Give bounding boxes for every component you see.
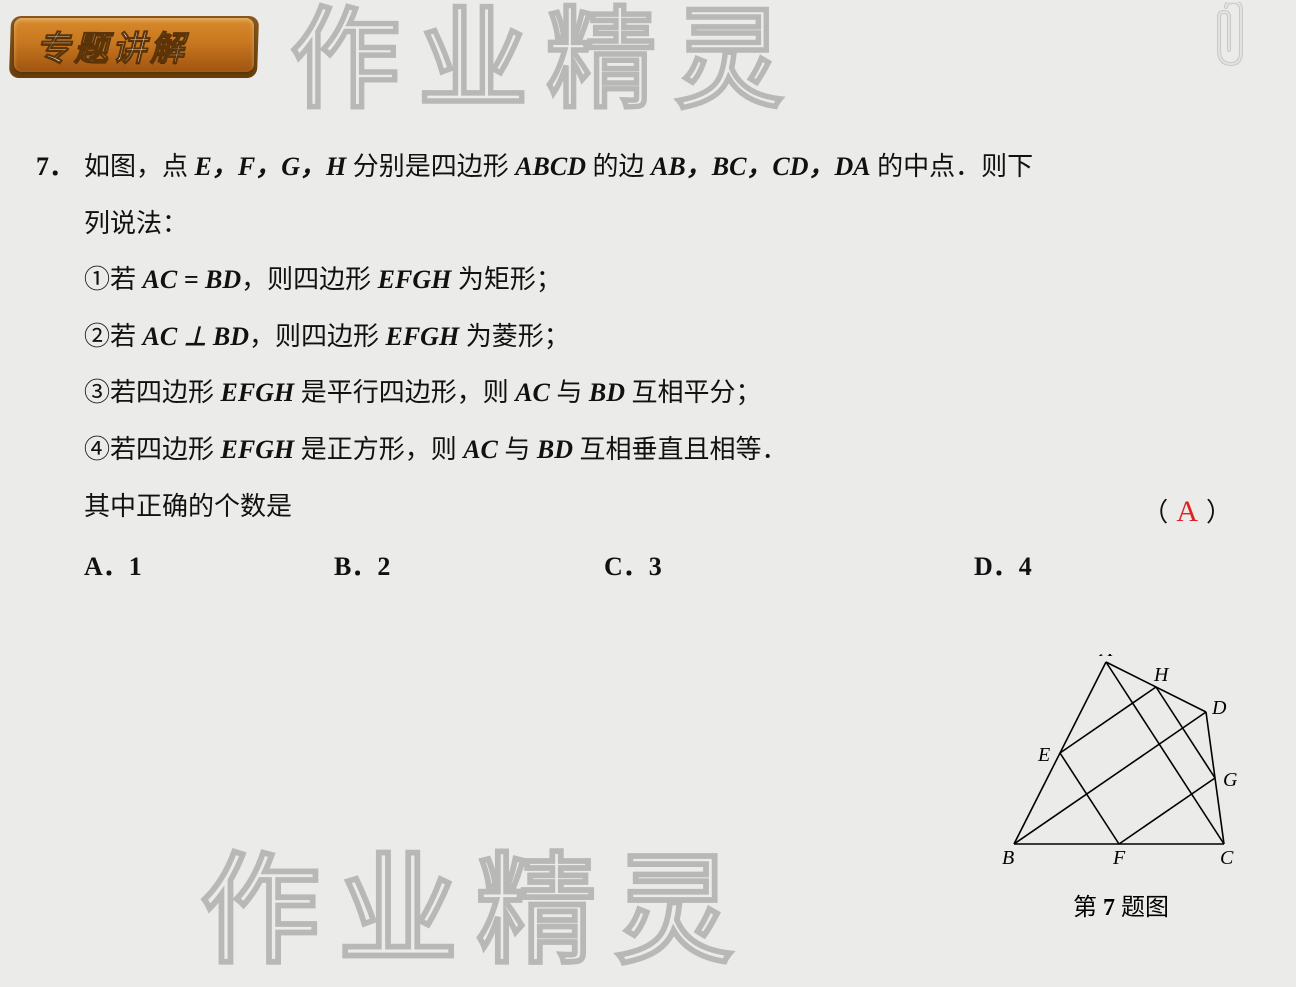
question-block: 7． 如图，点 E，F，G，H 分别是四边形 ABCD 的边 AB，BC，CD，… [36,140,1256,595]
svg-text:H: H [1153,664,1170,686]
option-b: B．2 [334,540,604,595]
svg-text:D: D [1211,697,1227,719]
svg-text:G: G [1223,769,1238,791]
options-row: A．1 B．2 C．3 D．4 [84,540,1256,595]
svg-text:C: C [1220,847,1234,864]
statement-4: ④若四边形 EFGH 是正方形，则 AC 与 BD 互相垂直且相等． [84,423,1256,478]
figure-block: A B C D E F G H 第 7 题图 [996,654,1246,922]
watermark-bottom: 作业精灵 [200,813,752,987]
option-c: C．3 [604,540,974,595]
question-ask: 其中正确的个数是 [84,492,292,521]
question-number: 7． [36,140,84,595]
statement-3: ③若四边形 EFGH 是平行四边形，则 AC 与 BD 互相平分； [84,366,1256,421]
svg-text:F: F [1112,847,1126,864]
statement-2: ②若 AC ⊥ BD，则四边形 EFGH 为菱形； [84,310,1256,365]
section-header-label: 专题讲解 [36,21,188,70]
svg-text:A: A [1098,654,1113,661]
statement-1: ①若 AC = BD，则四边形 EFGH 为矩形； [84,253,1256,308]
svg-text:B: B [1002,847,1014,864]
question-stem-line2: 列说法： [84,197,1256,252]
answer-blank: （A） [1142,480,1234,543]
paper-clip-decoration [1211,2,1261,72]
figure-caption: 第 7 题图 [996,887,1246,922]
option-a: A．1 [84,540,334,595]
watermark-top: 作业精灵 [290,0,802,130]
question-stem-line1: 如图，点 E，F，G，H 分别是四边形 ABCD 的边 AB，BC，CD，DA … [84,140,1256,195]
question-ask-row: 其中正确的个数是 （A） [84,480,1256,535]
svg-text:E: E [1037,744,1050,766]
answer-letter: A [1170,495,1206,528]
section-header-tab: 专题讲解 [10,16,270,86]
option-d: D．4 [974,540,1032,595]
geometry-figure: A B C D E F G H [996,654,1246,864]
